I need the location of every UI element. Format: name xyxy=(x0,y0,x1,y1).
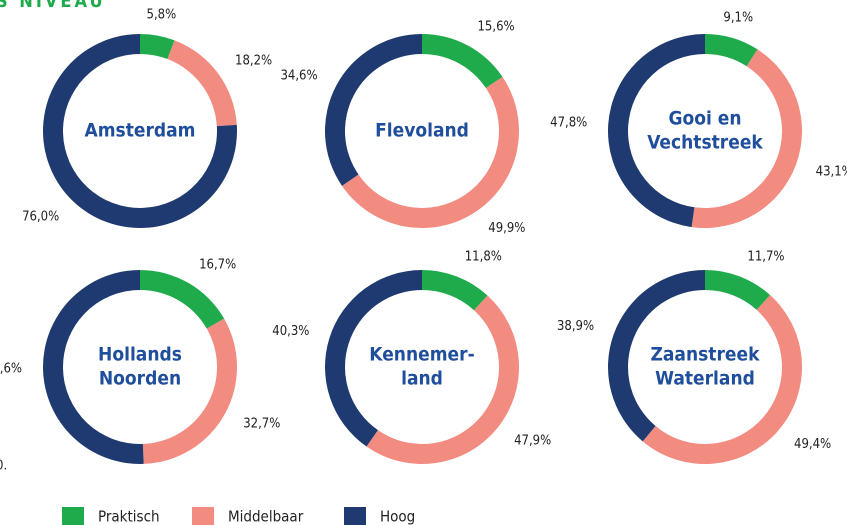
chart-title: Vechtstreek xyxy=(647,132,763,154)
data-label: 76,0% xyxy=(22,210,59,225)
chart-title: Flevoland xyxy=(375,120,469,142)
data-label: 32,7% xyxy=(243,417,280,432)
donut-segment xyxy=(691,49,802,228)
data-label: 34,6% xyxy=(280,68,317,83)
donut-segment xyxy=(140,34,175,60)
donut-segment xyxy=(341,76,519,228)
data-label: 11,8% xyxy=(465,250,502,265)
legend-swatch xyxy=(192,507,214,525)
legend-label: Hoog xyxy=(380,508,415,525)
donut-segment xyxy=(422,34,503,89)
data-label: 43,1% xyxy=(816,165,847,180)
chart-title: land xyxy=(401,368,443,390)
donut-segment xyxy=(43,270,144,464)
data-label: 11,7% xyxy=(747,249,784,264)
chart-title: Gooi en xyxy=(668,108,741,130)
donut-segment xyxy=(642,295,803,465)
data-label: 18,2% xyxy=(235,54,272,69)
donut-segment xyxy=(325,34,422,186)
donut-segment xyxy=(142,318,237,464)
page-title: S NIVEAU xyxy=(0,0,106,12)
data-label: 47,9% xyxy=(514,433,551,448)
donut-segment xyxy=(422,270,488,311)
text-fragment: , xyxy=(0,447,1,462)
data-label: 15,6% xyxy=(477,19,514,34)
donut-segment xyxy=(608,34,705,228)
legend-label: Middelbaar xyxy=(228,508,304,525)
data-label: 49,9% xyxy=(488,221,525,236)
chart-title: Amsterdam xyxy=(84,120,195,142)
donut-segment xyxy=(608,270,705,442)
donut-segment xyxy=(366,295,519,464)
data-label: 16,7% xyxy=(199,257,236,272)
donut-segment xyxy=(140,270,225,329)
legend-swatch xyxy=(62,507,84,525)
chart-title: Hollands xyxy=(98,344,182,366)
donut-segment xyxy=(325,269,422,447)
donut-segment xyxy=(167,40,237,127)
text-fragment: 0. xyxy=(0,459,7,474)
legend-swatch xyxy=(344,507,366,525)
data-label: 40,3% xyxy=(272,324,309,339)
data-label: 38,9% xyxy=(557,319,594,334)
data-label: 5,8% xyxy=(147,7,177,22)
data-label: 50,6% xyxy=(0,362,22,377)
data-label: 9,1% xyxy=(723,10,753,25)
chart-title: Noorden xyxy=(99,368,181,390)
data-label: 47,8% xyxy=(550,115,587,130)
chart-title: Kennemer- xyxy=(369,344,474,366)
chart-title: Waterland xyxy=(655,368,755,390)
donut-segment xyxy=(705,270,771,310)
data-label: 49,4% xyxy=(794,437,831,452)
chart-title: Zaanstreek xyxy=(651,344,761,366)
legend-label: Praktisch xyxy=(98,508,160,525)
donut-segment xyxy=(705,34,758,67)
